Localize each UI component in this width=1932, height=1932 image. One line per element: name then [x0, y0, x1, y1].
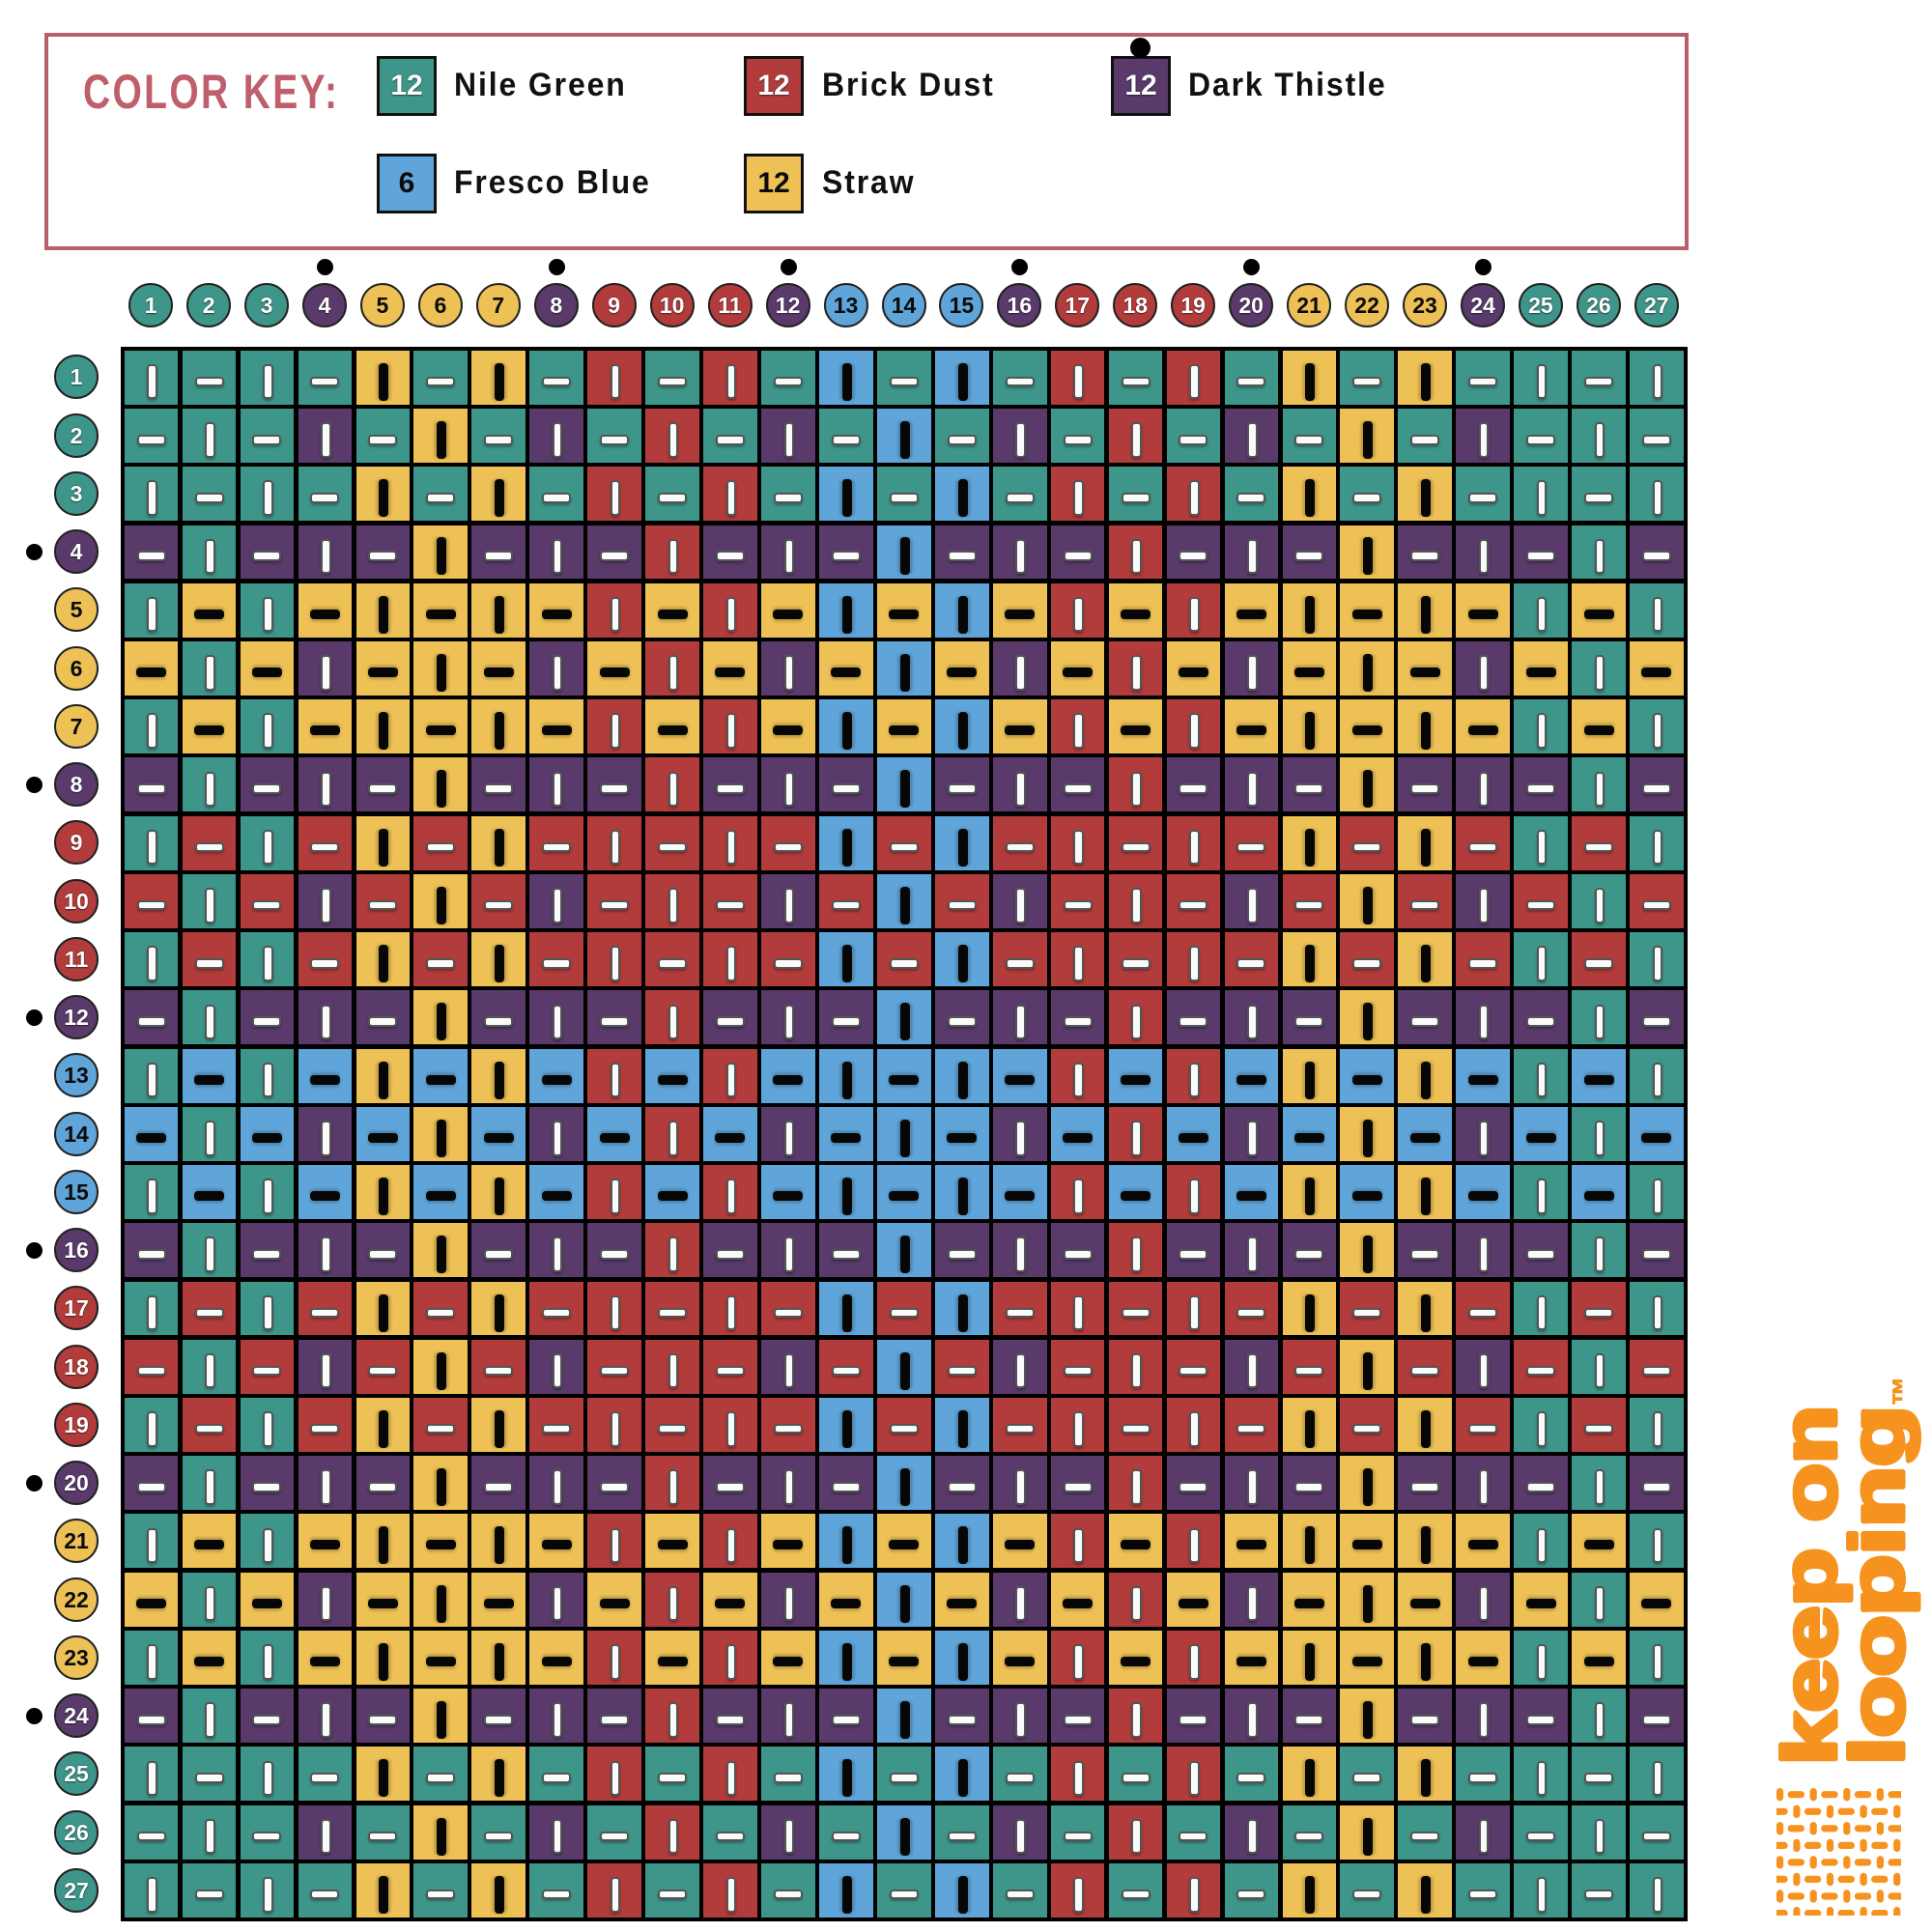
svg-text:™: ™ [1888, 1377, 1919, 1406]
svg-text:looping: looping [1834, 1406, 1919, 1765]
svg-text:keep on: keep on [1768, 1406, 1852, 1765]
